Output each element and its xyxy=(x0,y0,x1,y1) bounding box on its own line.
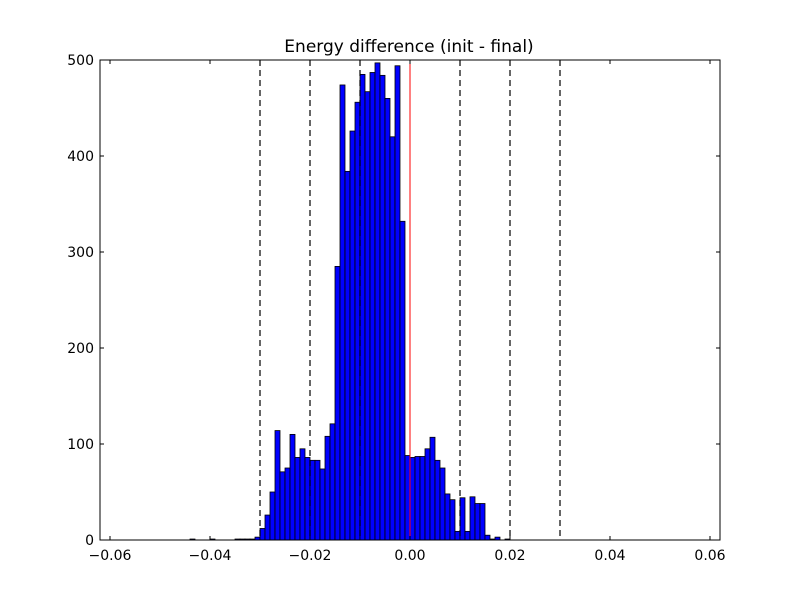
histogram-bar xyxy=(309,459,316,541)
y-tick-label: 400 xyxy=(67,149,94,165)
histogram-bar xyxy=(399,220,406,541)
y-tick-label: 500 xyxy=(67,53,94,69)
histogram-bar xyxy=(459,497,466,541)
histogram-bar xyxy=(364,91,371,541)
histogram-bar xyxy=(349,130,356,541)
histogram-bar xyxy=(389,136,396,541)
histogram-bar xyxy=(404,455,411,541)
y-tick-label: 300 xyxy=(67,245,94,261)
histogram-bar xyxy=(414,456,421,541)
histogram-bar xyxy=(374,62,381,541)
histogram-bar xyxy=(464,530,471,541)
histogram-bar xyxy=(409,457,416,541)
histogram-bar xyxy=(449,499,456,541)
x-tick-label: −0.04 xyxy=(189,548,232,564)
histogram-bar xyxy=(304,457,311,541)
histogram-bar xyxy=(354,101,361,541)
histogram-bar xyxy=(444,493,451,541)
histogram-bar xyxy=(284,467,291,541)
y-tick-label: 0 xyxy=(85,533,94,549)
x-tick-label: −0.02 xyxy=(289,548,332,564)
x-tick-label: −0.06 xyxy=(89,548,132,564)
histogram-bar xyxy=(334,265,341,541)
histogram-bar xyxy=(324,435,331,541)
histogram-bar xyxy=(369,72,376,541)
histogram-bar xyxy=(474,503,481,541)
histogram-bar xyxy=(279,471,286,541)
histogram-bar xyxy=(429,436,436,541)
histogram-bar xyxy=(424,448,431,541)
histogram-bar xyxy=(419,456,426,541)
histogram-bar xyxy=(289,433,296,541)
y-axis-ticks: 0 100 200 300 400 500 xyxy=(67,53,720,549)
histogram-bar xyxy=(264,514,271,541)
histogram-bar xyxy=(339,84,346,541)
histogram-bar xyxy=(314,459,321,541)
histogram-bar xyxy=(269,491,276,541)
histogram-bar xyxy=(484,534,491,541)
x-axis-ticks: −0.06 −0.04 −0.02 0.00 0.02 0.04 0.06 xyxy=(89,60,726,564)
histogram-bar xyxy=(299,448,306,541)
reference-lines xyxy=(259,60,561,540)
plot-frame xyxy=(99,59,721,541)
histogram-bars xyxy=(189,62,511,541)
histogram-bar xyxy=(454,530,461,541)
histogram-bar xyxy=(434,459,441,541)
histogram-bar xyxy=(294,457,301,541)
x-tick-label: 0.00 xyxy=(394,548,425,564)
histogram-bar xyxy=(329,423,336,541)
histogram-bar xyxy=(384,98,391,541)
histogram-bar xyxy=(479,503,486,541)
x-tick-label: 0.02 xyxy=(494,548,525,564)
histogram-bar xyxy=(379,74,386,541)
histogram-bar xyxy=(394,65,401,541)
histogram-bar xyxy=(319,468,326,541)
histogram-bar xyxy=(259,528,266,541)
x-tick-label: 0.04 xyxy=(594,548,625,564)
histogram-bar xyxy=(274,430,281,541)
histogram-bar xyxy=(439,467,446,541)
x-tick-label: 0.06 xyxy=(694,548,725,564)
histogram-bar xyxy=(344,170,351,541)
y-tick-label: 100 xyxy=(67,437,94,453)
histogram-bar xyxy=(359,74,366,541)
histogram-bar xyxy=(469,496,476,541)
y-tick-label: 200 xyxy=(67,341,94,357)
chart-title: Energy difference (init - final) xyxy=(284,37,533,57)
